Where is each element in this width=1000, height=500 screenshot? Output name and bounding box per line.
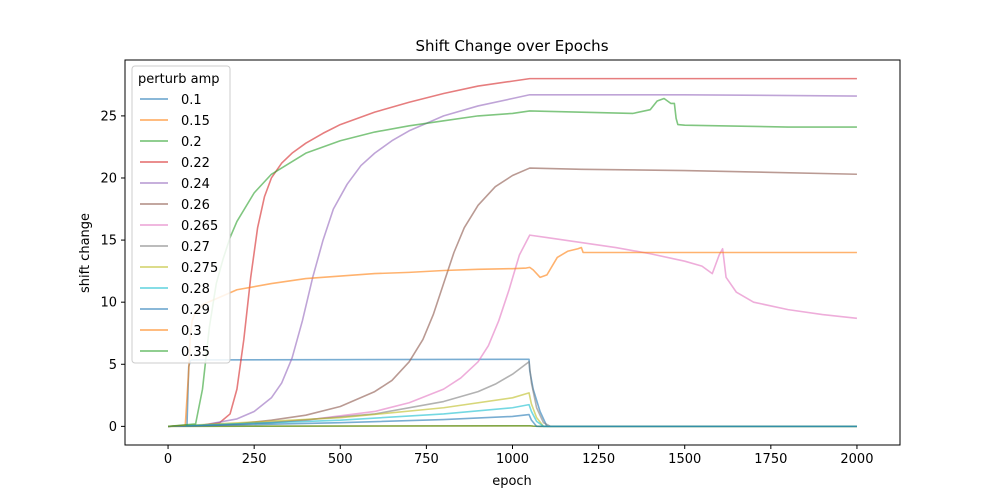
series-line-9 (168, 403, 857, 428)
y-tick-label: 20 (100, 171, 117, 186)
legend-entry-12: 0.35 (181, 345, 210, 360)
y-tick-label: 0 (109, 420, 117, 435)
series-line-5 (168, 167, 857, 428)
x-tick-label: 0 (164, 452, 172, 467)
series-line-4 (168, 93, 857, 428)
y-tick-label: 5 (109, 358, 117, 373)
y-axis-label: shift change (78, 213, 93, 293)
x-tick-label: 250 (242, 452, 267, 467)
legend-entry-8: 0.275 (181, 261, 218, 276)
x-tick-label: 1750 (754, 452, 787, 467)
x-axis: 0 250 500 750 1000 1250 1500 1750 2000 (164, 445, 873, 467)
series-line-6 (168, 234, 858, 428)
legend-entry-6: 0.265 (181, 219, 218, 234)
legend-box (131, 65, 231, 364)
legend-entry-2: 0.2 (181, 135, 202, 150)
chart-title: Shift Change over Epochs (415, 37, 608, 55)
legend-entry-4: 0.24 (181, 177, 210, 192)
legend-entry-7: 0.27 (181, 240, 210, 255)
legend-entry-5: 0.26 (181, 198, 210, 213)
legend: perturb amp 0.1 0.15 0.2 0.22 0.24 0.26 0.265 0.… (131, 65, 231, 364)
y-tick-label: 25 (100, 109, 117, 124)
x-axis-label: epoch (492, 474, 532, 489)
legend-entry-9: 0.28 (181, 282, 210, 297)
legend-title: perturb amp (138, 72, 220, 87)
series-line-12 (167, 97, 857, 428)
legend-entry-3: 0.22 (181, 156, 210, 171)
x-tick-label: 1000 (496, 452, 529, 467)
series-line-3 (168, 77, 857, 428)
y-axis: 0 5 10 15 20 25 (100, 109, 125, 435)
legend-entry-10: 0.29 (181, 303, 210, 318)
x-tick-label: 500 (328, 452, 353, 467)
x-tick-label: 1250 (582, 452, 615, 467)
series-line-8 (168, 392, 857, 428)
x-tick-label: 1500 (668, 452, 701, 467)
legend-entry-1: 0.15 (181, 114, 210, 129)
y-tick-label: 10 (100, 296, 117, 311)
y-tick-label: 15 (100, 234, 117, 249)
x-tick-label: 2000 (840, 452, 873, 467)
plot-area (124, 59, 901, 446)
series-line-11 (168, 246, 857, 428)
x-tick-label: 750 (414, 452, 439, 467)
series-line-10 (168, 413, 857, 428)
legend-entry-11: 0.3 (181, 324, 202, 339)
legend-entry-0: 0.1 (181, 93, 202, 108)
